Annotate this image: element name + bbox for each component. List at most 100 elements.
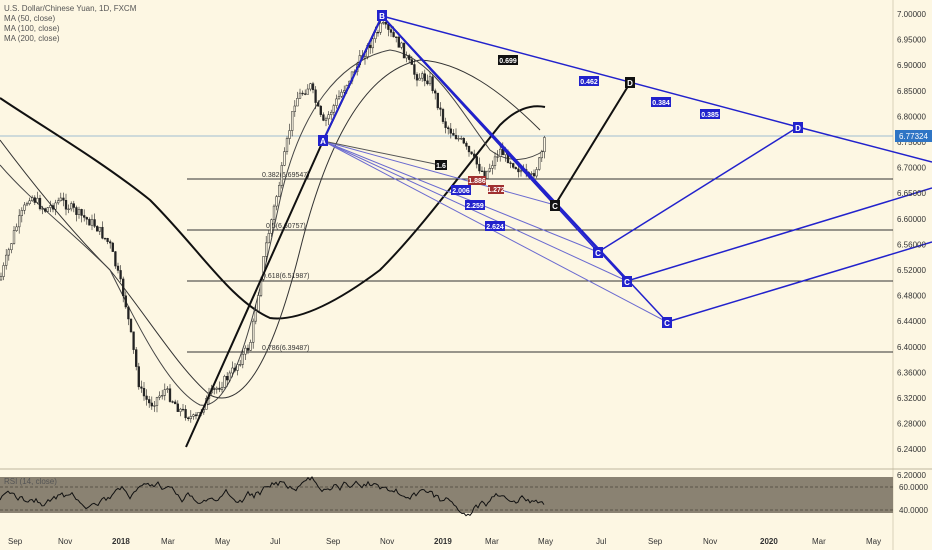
candle-body: [213, 388, 216, 390]
candle-body: [158, 395, 161, 398]
y-tick-label: 6.56000: [897, 240, 926, 249]
candle-body: [145, 395, 148, 400]
candle-body: [519, 170, 523, 173]
candle-body: [215, 387, 218, 390]
candle-body: [59, 197, 62, 201]
ratio-labels: 1.6 0.699 0.462 0.384 0.385 2.006 2.259 …: [435, 55, 720, 231]
candle-body: [324, 118, 328, 121]
candle-body: [395, 36, 398, 38]
candle-body: [267, 233, 270, 244]
candle-body: [129, 318, 133, 333]
x-tick-label: Jul: [270, 537, 280, 546]
candle-body: [270, 219, 273, 234]
candle-body: [80, 209, 83, 216]
x-tick-label: 2019: [434, 537, 452, 546]
harmonic-pattern: [185, 14, 932, 448]
candle-body: [283, 151, 286, 166]
candle-body: [187, 417, 190, 420]
y-tick-label: 6.85000: [897, 87, 926, 96]
candle-body: [517, 168, 520, 173]
candle-body: [192, 414, 195, 417]
candle-body: [46, 207, 49, 212]
candle-body: [36, 197, 39, 203]
candle-body: [408, 55, 411, 60]
candle-body: [181, 408, 185, 411]
ma-50-legend: MA (50, close): [4, 14, 56, 23]
candle-body: [262, 256, 265, 280]
candle-body: [111, 242, 114, 252]
candle-body: [369, 44, 372, 49]
candle-body: [376, 31, 380, 34]
candle-body: [140, 386, 143, 389]
candle-body: [103, 237, 107, 240]
candle-body: [322, 114, 325, 121]
y-tick-label: 6.48000: [897, 292, 926, 301]
candle-body: [335, 98, 338, 106]
candle-body: [410, 59, 413, 65]
candle-body: [161, 395, 164, 397]
candle-body: [293, 105, 296, 112]
candle-body: [49, 205, 52, 208]
candle-body: [314, 89, 317, 103]
candle-body: [179, 408, 182, 412]
x-tick-label: 2020: [760, 537, 778, 546]
y-tick-label: 6.60000: [897, 215, 926, 224]
candle-body: [64, 200, 68, 210]
candle-body: [480, 170, 484, 172]
candle-body: [236, 364, 239, 371]
candle-body: [155, 397, 159, 406]
y-tick-label: 6.36000: [897, 368, 926, 377]
candle-body: [540, 151, 543, 159]
point-d-blue-label: D: [795, 124, 801, 133]
ma-100-line: [0, 59, 541, 399]
candle-body: [421, 73, 424, 79]
candle-body: [280, 165, 283, 186]
candle-body: [38, 197, 42, 210]
candle-body: [15, 226, 18, 231]
candle-body: [309, 83, 312, 90]
candle-body: [44, 208, 47, 212]
candle-body: [166, 388, 169, 390]
candle-body: [10, 243, 13, 251]
candle-body: [135, 349, 138, 367]
x-tick-label: May: [866, 537, 881, 546]
candle-body: [249, 342, 252, 351]
candle-body: [7, 249, 10, 256]
candle-body: [72, 203, 75, 208]
candle-body: [296, 98, 299, 107]
candle-body: [306, 88, 309, 95]
y-tick-label: 6.80000: [897, 112, 926, 121]
fib-label-0618: 0.618(6.51987): [262, 273, 309, 280]
candle-body: [23, 204, 26, 211]
candle-body: [218, 387, 221, 390]
candle-body: [509, 162, 512, 164]
candle-body: [226, 376, 229, 381]
candle-body: [184, 409, 187, 419]
candle-body: [272, 205, 276, 221]
chart-legend: U.S. Dollar/Chinese Yuan, 1D, FXCM MA (5…: [4, 4, 136, 44]
candlestick-series: [0, 15, 546, 423]
candle-body: [319, 105, 322, 115]
candle-body: [389, 29, 393, 33]
point-d-black-label: D: [627, 79, 633, 88]
x-tick-label: Nov: [380, 537, 394, 546]
candle-body: [223, 376, 226, 388]
candle-body: [114, 251, 117, 267]
candle-body: [163, 389, 166, 396]
candle-body: [473, 153, 476, 157]
candle-body: [512, 163, 515, 168]
candle-body: [116, 265, 120, 271]
candle-body: [194, 414, 198, 417]
candle-body: [148, 399, 151, 404]
x-tick-label: Mar: [812, 537, 826, 546]
ratio-label: 1.272: [487, 187, 505, 194]
ratio-label: 0.384: [652, 100, 670, 107]
candle-body: [532, 173, 536, 177]
rsi-band: [0, 477, 893, 513]
candle-body: [275, 196, 278, 207]
point-c1-label: C: [595, 249, 601, 258]
ratio-label: 1.886: [468, 178, 486, 185]
candle-body: [439, 107, 442, 110]
candle-body: [452, 133, 455, 136]
